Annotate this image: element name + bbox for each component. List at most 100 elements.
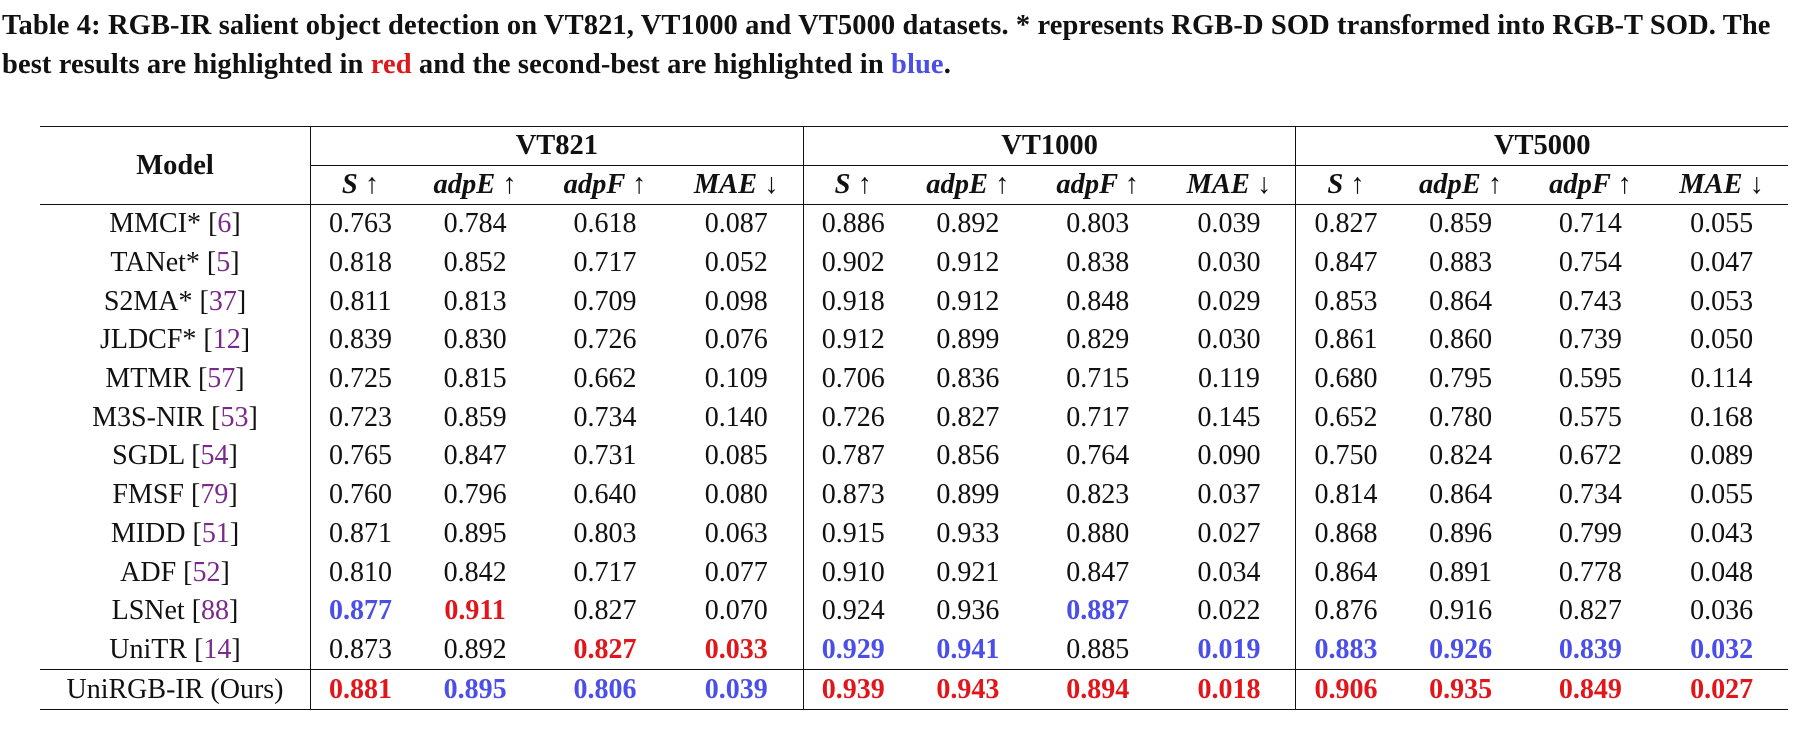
- metric-value: 0.924: [821, 595, 885, 627]
- metric-value: 0.043: [1690, 517, 1754, 549]
- metric-value: 0.836: [936, 363, 1000, 395]
- metric-value: 0.047: [1690, 247, 1754, 279]
- caption-text-2: and the second-best are highlighted in: [411, 49, 892, 80]
- metric-value: 0.764: [1066, 440, 1130, 472]
- metric-value: 0.087: [669, 204, 804, 244]
- metric-value: 0.033: [669, 630, 804, 670]
- table-row: S2MA* [37] 0.811 0.813 0.709 0.098 0.918 0.912…: [40, 282, 1788, 322]
- metric-value: 0.873: [328, 633, 392, 665]
- citation-link[interactable]: 52: [192, 556, 221, 588]
- metric-value: 0.070: [669, 591, 804, 631]
- caption-red-word: red: [370, 49, 412, 80]
- model-name-cell: MTMR [57]: [40, 359, 311, 399]
- metric-value: 0.899: [936, 324, 1000, 356]
- metric-value: 0.916: [1429, 595, 1493, 627]
- metric-value: 0.119: [1162, 359, 1297, 399]
- metric-value: 0.743: [1558, 285, 1622, 317]
- metric-value: 0.018: [1162, 669, 1297, 711]
- model-name: M3S-NIR: [92, 401, 205, 433]
- citation-link[interactable]: 57: [207, 363, 236, 395]
- metric-value: 0.818: [328, 247, 392, 279]
- table-row: FMSF [79] 0.760 0.796 0.640 0.080 0.873 0.899 0…: [40, 475, 1788, 515]
- header-model: Model: [40, 126, 311, 205]
- metric-value: 0.076: [669, 321, 804, 360]
- metric-value: 0.725: [328, 363, 392, 395]
- metric-value: 0.885: [1066, 633, 1130, 665]
- table-row: JLDCF* [12] 0.839 0.830 0.726 0.076 0.912 0.89…: [40, 321, 1788, 360]
- metric-value: 0.860: [1429, 324, 1493, 356]
- metric-value: 0.145: [1162, 398, 1297, 438]
- model-name-cell: FMSF [79]: [40, 475, 311, 515]
- results-table: Model VT821 VT1000 VT5000 S ↑ adpE ↑ adp…: [40, 126, 1788, 711]
- metric-value: 0.039: [1162, 204, 1297, 244]
- metric-value: 0.037: [1162, 475, 1297, 515]
- citation-link[interactable]: 14: [203, 633, 232, 665]
- citation-link[interactable]: 12: [212, 324, 241, 356]
- metric-value: 0.050: [1690, 324, 1754, 356]
- model-name-cell: UniRGB-IR (Ours): [40, 669, 311, 711]
- metric-value: 0.899: [936, 479, 1000, 511]
- header-metric-adpf: adpF ↑: [1525, 165, 1656, 205]
- metric-value: 0.717: [573, 556, 637, 588]
- metric-value: 0.763: [328, 208, 392, 240]
- citation-link[interactable]: 79: [200, 479, 229, 511]
- metric-value: 0.933: [936, 517, 1000, 549]
- table-row-ours: UniRGB-IR (Ours) 0.881 0.895 0.806 0.039 0.93…: [40, 669, 1788, 711]
- metric-value: 0.575: [1558, 401, 1622, 433]
- metric-value: 0.848: [1066, 285, 1130, 317]
- citation-link[interactable]: 51: [201, 517, 230, 549]
- model-name-cell: MMCI* [6]: [40, 204, 311, 244]
- metric-value: 0.883: [1314, 633, 1378, 665]
- header-row-datasets: Model VT821 VT1000 VT5000: [40, 126, 1788, 205]
- model-name-cell: JLDCF* [12]: [40, 321, 311, 360]
- metric-value: 0.055: [1690, 208, 1754, 240]
- metric-value: 0.881: [310, 669, 410, 711]
- metric-value: 0.912: [821, 324, 885, 356]
- metric-value: 0.896: [1429, 517, 1493, 549]
- model-name: TANet*: [110, 247, 200, 279]
- metric-value: 0.680: [1314, 363, 1378, 395]
- metric-value: 0.029: [1162, 282, 1297, 322]
- citation-link[interactable]: 88: [201, 595, 230, 627]
- table-row: UniTR [14] 0.873 0.892 0.827 0.033 0.929 0.941…: [40, 630, 1788, 670]
- metric-value: 0.731: [573, 440, 637, 472]
- metric-value: 0.080: [669, 475, 804, 515]
- metric-value: 0.876: [1314, 595, 1378, 627]
- metric-value: 0.895: [443, 517, 507, 549]
- metric-value: 0.912: [936, 285, 1000, 317]
- metric-value: 0.652: [1314, 401, 1378, 433]
- caption-blue-word: blue: [891, 49, 944, 80]
- citation-link[interactable]: 53: [220, 401, 249, 433]
- metric-value: 0.935: [1395, 669, 1526, 711]
- metric-value: 0.114: [1690, 363, 1753, 395]
- citation-link[interactable]: 37: [208, 285, 237, 317]
- metric-value: 0.902: [821, 247, 885, 279]
- table-row: MTMR [57] 0.725 0.815 0.662 0.109 0.706 0.836 0…: [40, 359, 1788, 399]
- metric-value: 0.915: [821, 517, 885, 549]
- metric-value: 0.027: [1162, 514, 1297, 554]
- header-metric-s: S ↑: [310, 165, 410, 205]
- header-metric-adpe: adpE ↑: [1395, 165, 1526, 205]
- model-name-cell: S2MA* [37]: [40, 282, 311, 322]
- metric-value: 0.827: [1314, 208, 1378, 240]
- metric-value: 0.838: [1066, 247, 1130, 279]
- citation-link[interactable]: 5: [216, 247, 231, 279]
- header-dataset-vt1000: VT1000: [803, 126, 1297, 166]
- metric-value: 0.856: [936, 440, 1000, 472]
- metric-value: 0.830: [443, 324, 507, 356]
- metric-value: 0.827: [573, 633, 637, 665]
- citation-link[interactable]: 54: [200, 440, 229, 472]
- metric-value: 0.847: [443, 440, 507, 472]
- header-dataset-vt821: VT821: [310, 126, 804, 166]
- metric-value: 0.894: [1032, 669, 1163, 711]
- citation-link[interactable]: 6: [217, 208, 232, 240]
- metric-value: 0.847: [1066, 556, 1130, 588]
- table-row: TANet* [5] 0.818 0.852 0.717 0.052 0.902 0.912…: [40, 243, 1788, 283]
- model-name: S2MA*: [103, 285, 193, 317]
- metric-value: 0.921: [936, 556, 1000, 588]
- metric-value: 0.019: [1162, 630, 1297, 670]
- metric-value: 0.864: [1314, 556, 1378, 588]
- metric-value: 0.036: [1690, 595, 1754, 627]
- model-name: JLDCF*: [99, 324, 197, 356]
- metric-value: 0.861: [1314, 324, 1378, 356]
